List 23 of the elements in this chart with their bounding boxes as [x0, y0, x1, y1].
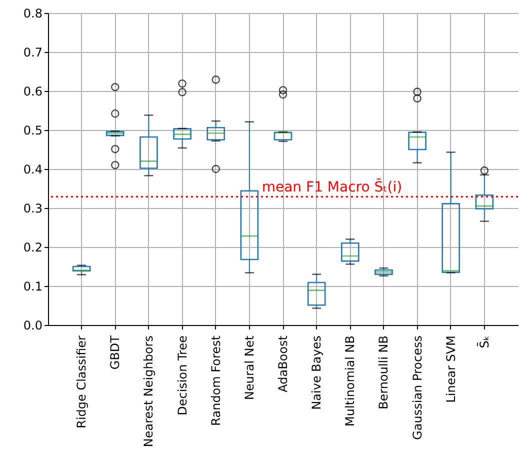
x-tick-label: Nearest Neighbors — [142, 336, 156, 448]
y-tick-label: 0.8 — [23, 6, 42, 20]
y-tick-label: 0.4 — [23, 162, 42, 176]
x-tick-label: Multinomial NB — [343, 336, 358, 427]
x-tick-label: Linear SVM — [444, 336, 458, 403]
x-tick-label: Ridge Classifier — [74, 335, 89, 428]
x-tick-label: GBDT — [108, 334, 122, 370]
y-tick-label: 0.2 — [23, 240, 42, 254]
x-tick-label: Bernoulli NB — [376, 336, 391, 410]
y-tick-label: 0.3 — [23, 202, 42, 216]
y-tick-label: 0.0 — [23, 318, 42, 332]
y-tick-label: 0.5 — [23, 124, 42, 138]
x-tick-label: Random Forest — [208, 335, 223, 426]
x-tick-label: Naive Bayes — [310, 336, 324, 410]
x-tick-label: AdaBoost — [276, 335, 290, 392]
x-tick-label: Gaussian Process — [410, 336, 424, 440]
x-tick-label: S̄ₖ — [477, 336, 492, 348]
y-tick-label: 0.6 — [23, 84, 42, 98]
x-tick-label: Neural Net — [242, 335, 256, 400]
y-tick-label: 0.1 — [23, 280, 42, 294]
ref-line-label: mean F1 Macro S̄ₜ(i) — [262, 178, 402, 196]
x-tick-label: Decision Tree — [175, 336, 190, 416]
y-tick-label: 0.7 — [23, 46, 42, 60]
